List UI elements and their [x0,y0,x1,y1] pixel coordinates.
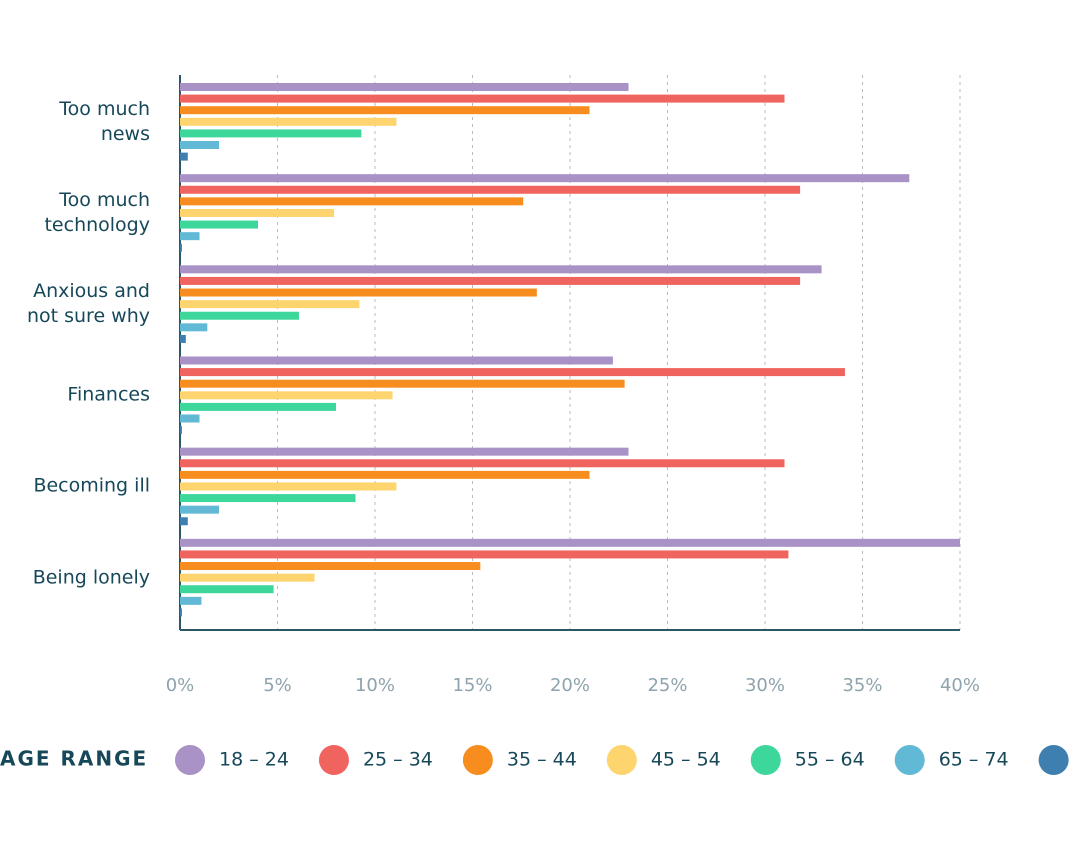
bar [180,585,274,594]
bar [180,276,801,285]
legend-marker [175,745,205,775]
bar [180,94,785,103]
bar [180,300,360,309]
bar [180,550,789,559]
bar [180,334,186,343]
bar [180,323,208,332]
x-tick-label: 30% [745,675,785,696]
bar [180,368,845,377]
bar [180,470,590,479]
legend-label: 45 – 54 [651,749,721,771]
x-tick-label: 20% [550,675,590,696]
category-label: Too much technology [44,188,150,236]
x-tick-label: 35% [842,675,882,696]
bar [180,356,613,365]
legend-label: 18 – 24 [219,749,289,771]
bar [180,232,200,241]
legend-label: 65 – 74 [939,749,1009,771]
bar [180,596,202,605]
legend-marker [894,745,925,775]
bar [180,426,182,435]
bar [180,288,537,297]
bar [180,141,219,149]
category-label: Becoming ill [33,474,150,497]
bar [180,608,182,617]
bar [180,311,299,320]
bar [180,391,393,400]
x-tick-label: 0% [166,675,195,696]
bar [180,379,625,388]
bar [180,208,335,217]
x-tick-label: 25% [647,675,687,696]
bar [180,447,629,456]
bar [180,243,182,252]
legend-marker [462,745,493,775]
bar [180,152,188,161]
bar [180,573,315,582]
x-tick-label: 15% [452,675,492,696]
bar [180,562,481,571]
legend-title: AGE RANGE [0,747,148,771]
legend-label: 25 – 34 [363,749,433,771]
category-label: Finances [67,383,150,406]
x-tick-label: 40% [940,675,980,696]
legend-marker [606,745,637,775]
category-label: Anxious and not sure why [26,280,150,328]
legend-marker [1038,745,1069,775]
bar [180,538,960,547]
bar [180,414,200,423]
category-label: Too much news [59,97,150,145]
bar [180,174,910,183]
bar [180,482,397,491]
category-label: Being lonely [32,566,150,589]
x-tick-label: 5% [263,675,292,696]
bar [180,505,219,514]
legend-marker [750,745,781,775]
legend-label: 55 – 64 [795,749,865,771]
bar [180,185,801,194]
bar [180,517,188,526]
bar [180,83,629,91]
legend-marker [318,745,349,775]
bar [180,494,356,503]
bar [180,117,397,126]
bar [180,265,822,274]
bar [180,129,362,138]
bar [180,459,785,468]
legend-label: 35 – 44 [507,749,577,771]
x-tick-label: 10% [355,675,395,696]
bar [180,220,258,229]
bar [180,197,524,206]
bar [180,402,336,411]
bar [180,106,590,115]
